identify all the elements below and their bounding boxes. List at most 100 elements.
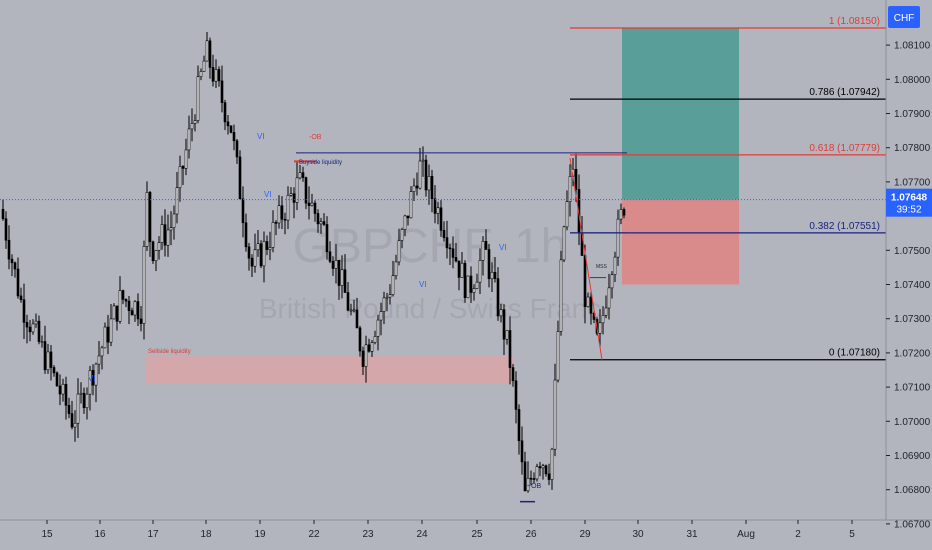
candle-body: [145, 192, 149, 247]
candle-body: [193, 120, 197, 124]
candle-body: [553, 379, 557, 450]
candle-body: [106, 326, 110, 343]
candle-body: [526, 477, 530, 492]
candle-body: [475, 281, 479, 289]
candle-body: [325, 224, 329, 253]
candle-body: [298, 172, 302, 179]
candle-body: [493, 271, 497, 279]
time-tick-label: 17: [147, 529, 159, 540]
candle-body: [481, 240, 485, 261]
time-tick-label: 26: [525, 529, 537, 540]
candle-body: [502, 309, 506, 340]
candle-body: [283, 218, 287, 221]
price-tick-label: 1.07900: [894, 109, 931, 120]
candle-body: [250, 257, 254, 267]
candle-body: [499, 309, 503, 317]
candle-body: [289, 193, 293, 196]
take-profit-zone[interactable]: [622, 28, 739, 200]
candle-body: [427, 176, 431, 191]
candle-body: [124, 299, 128, 302]
candle-body: [304, 177, 308, 204]
candle-body: [238, 156, 242, 200]
fib-level-label: 1 (1.08150): [829, 16, 880, 27]
candle-body: [598, 322, 602, 334]
candle-body: [505, 330, 509, 340]
candle-body: [7, 239, 11, 260]
stop-loss-zone[interactable]: [622, 199, 739, 285]
candle-body: [514, 380, 518, 410]
fib-level-label: 0 (1.07180): [829, 348, 880, 359]
candle-body: [556, 331, 560, 381]
candle-body: [490, 271, 494, 280]
time-tick-label: 31: [686, 529, 698, 540]
time-tick-label: 22: [308, 529, 320, 540]
candle-body: [448, 247, 452, 250]
candle-body: [130, 310, 134, 316]
candle-body: [586, 296, 590, 307]
candle-body: [97, 355, 101, 365]
candle-body: [46, 351, 50, 371]
price-tick-label: 1.06800: [894, 485, 931, 496]
candle-body: [388, 294, 392, 298]
price-tick-label: 1.08000: [894, 75, 931, 86]
candle-body: [349, 309, 353, 312]
candle-body: [376, 319, 380, 337]
candle-body: [508, 330, 512, 368]
fib-trend-line[interactable]: [569, 157, 603, 360]
time-tick-label: 15: [41, 529, 53, 540]
candle-body: [247, 246, 251, 259]
candle-body: [565, 201, 569, 228]
candle-body: [217, 69, 221, 82]
candle-body: [364, 344, 368, 367]
time-tick-label: 23: [362, 529, 374, 540]
candle-body: [331, 261, 335, 269]
candle-body: [178, 166, 182, 188]
candle-body: [256, 243, 260, 251]
time-tick-label: 5: [849, 529, 855, 540]
candle-body: [601, 315, 605, 324]
candle-body: [10, 258, 14, 264]
candle-body: [301, 172, 305, 178]
candle-body: [550, 448, 554, 480]
candle-body: [310, 202, 314, 206]
currency-label: CHF: [894, 13, 915, 24]
candle-body: [166, 229, 170, 246]
sellside-annotation: Sellside liquidity: [148, 349, 191, 355]
candle-body: [142, 246, 146, 324]
candle-body: [190, 123, 194, 130]
candle-body: [34, 320, 38, 325]
candle-body: [616, 218, 620, 258]
candle-body: [202, 60, 206, 72]
candle-body: [478, 260, 482, 283]
candle-body: [343, 269, 347, 293]
time-tick-label: 18: [200, 529, 212, 540]
candle-body: [589, 296, 593, 314]
candle-body: [235, 140, 239, 158]
fib-level-label: 0.786 (1.07942): [809, 87, 880, 98]
currency-badge[interactable]: [888, 6, 920, 28]
candle-body: [469, 275, 473, 293]
vi-1-annotation: VI: [257, 132, 265, 141]
candle-body: [613, 256, 617, 275]
candle-body: [121, 290, 125, 300]
time-axis[interactable]: [0, 520, 886, 550]
price-axis[interactable]: [886, 0, 932, 550]
candle-body: [115, 305, 119, 322]
candle-body: [373, 336, 377, 343]
bar-countdown: 39:52: [896, 205, 921, 216]
candle-body: [562, 226, 566, 261]
candle-body: [367, 344, 371, 352]
candle-body: [307, 202, 311, 206]
vi-2-annotation: VI: [264, 190, 272, 199]
candle-body: [439, 207, 443, 231]
candle-body: [91, 370, 95, 386]
candle-body: [19, 295, 23, 301]
candle-body: [127, 300, 131, 311]
candle-body: [268, 247, 272, 250]
candle-body: [148, 192, 152, 243]
price-tick-label: 1.07000: [894, 417, 931, 428]
candle-body: [64, 383, 68, 406]
candle-body: [169, 227, 173, 231]
